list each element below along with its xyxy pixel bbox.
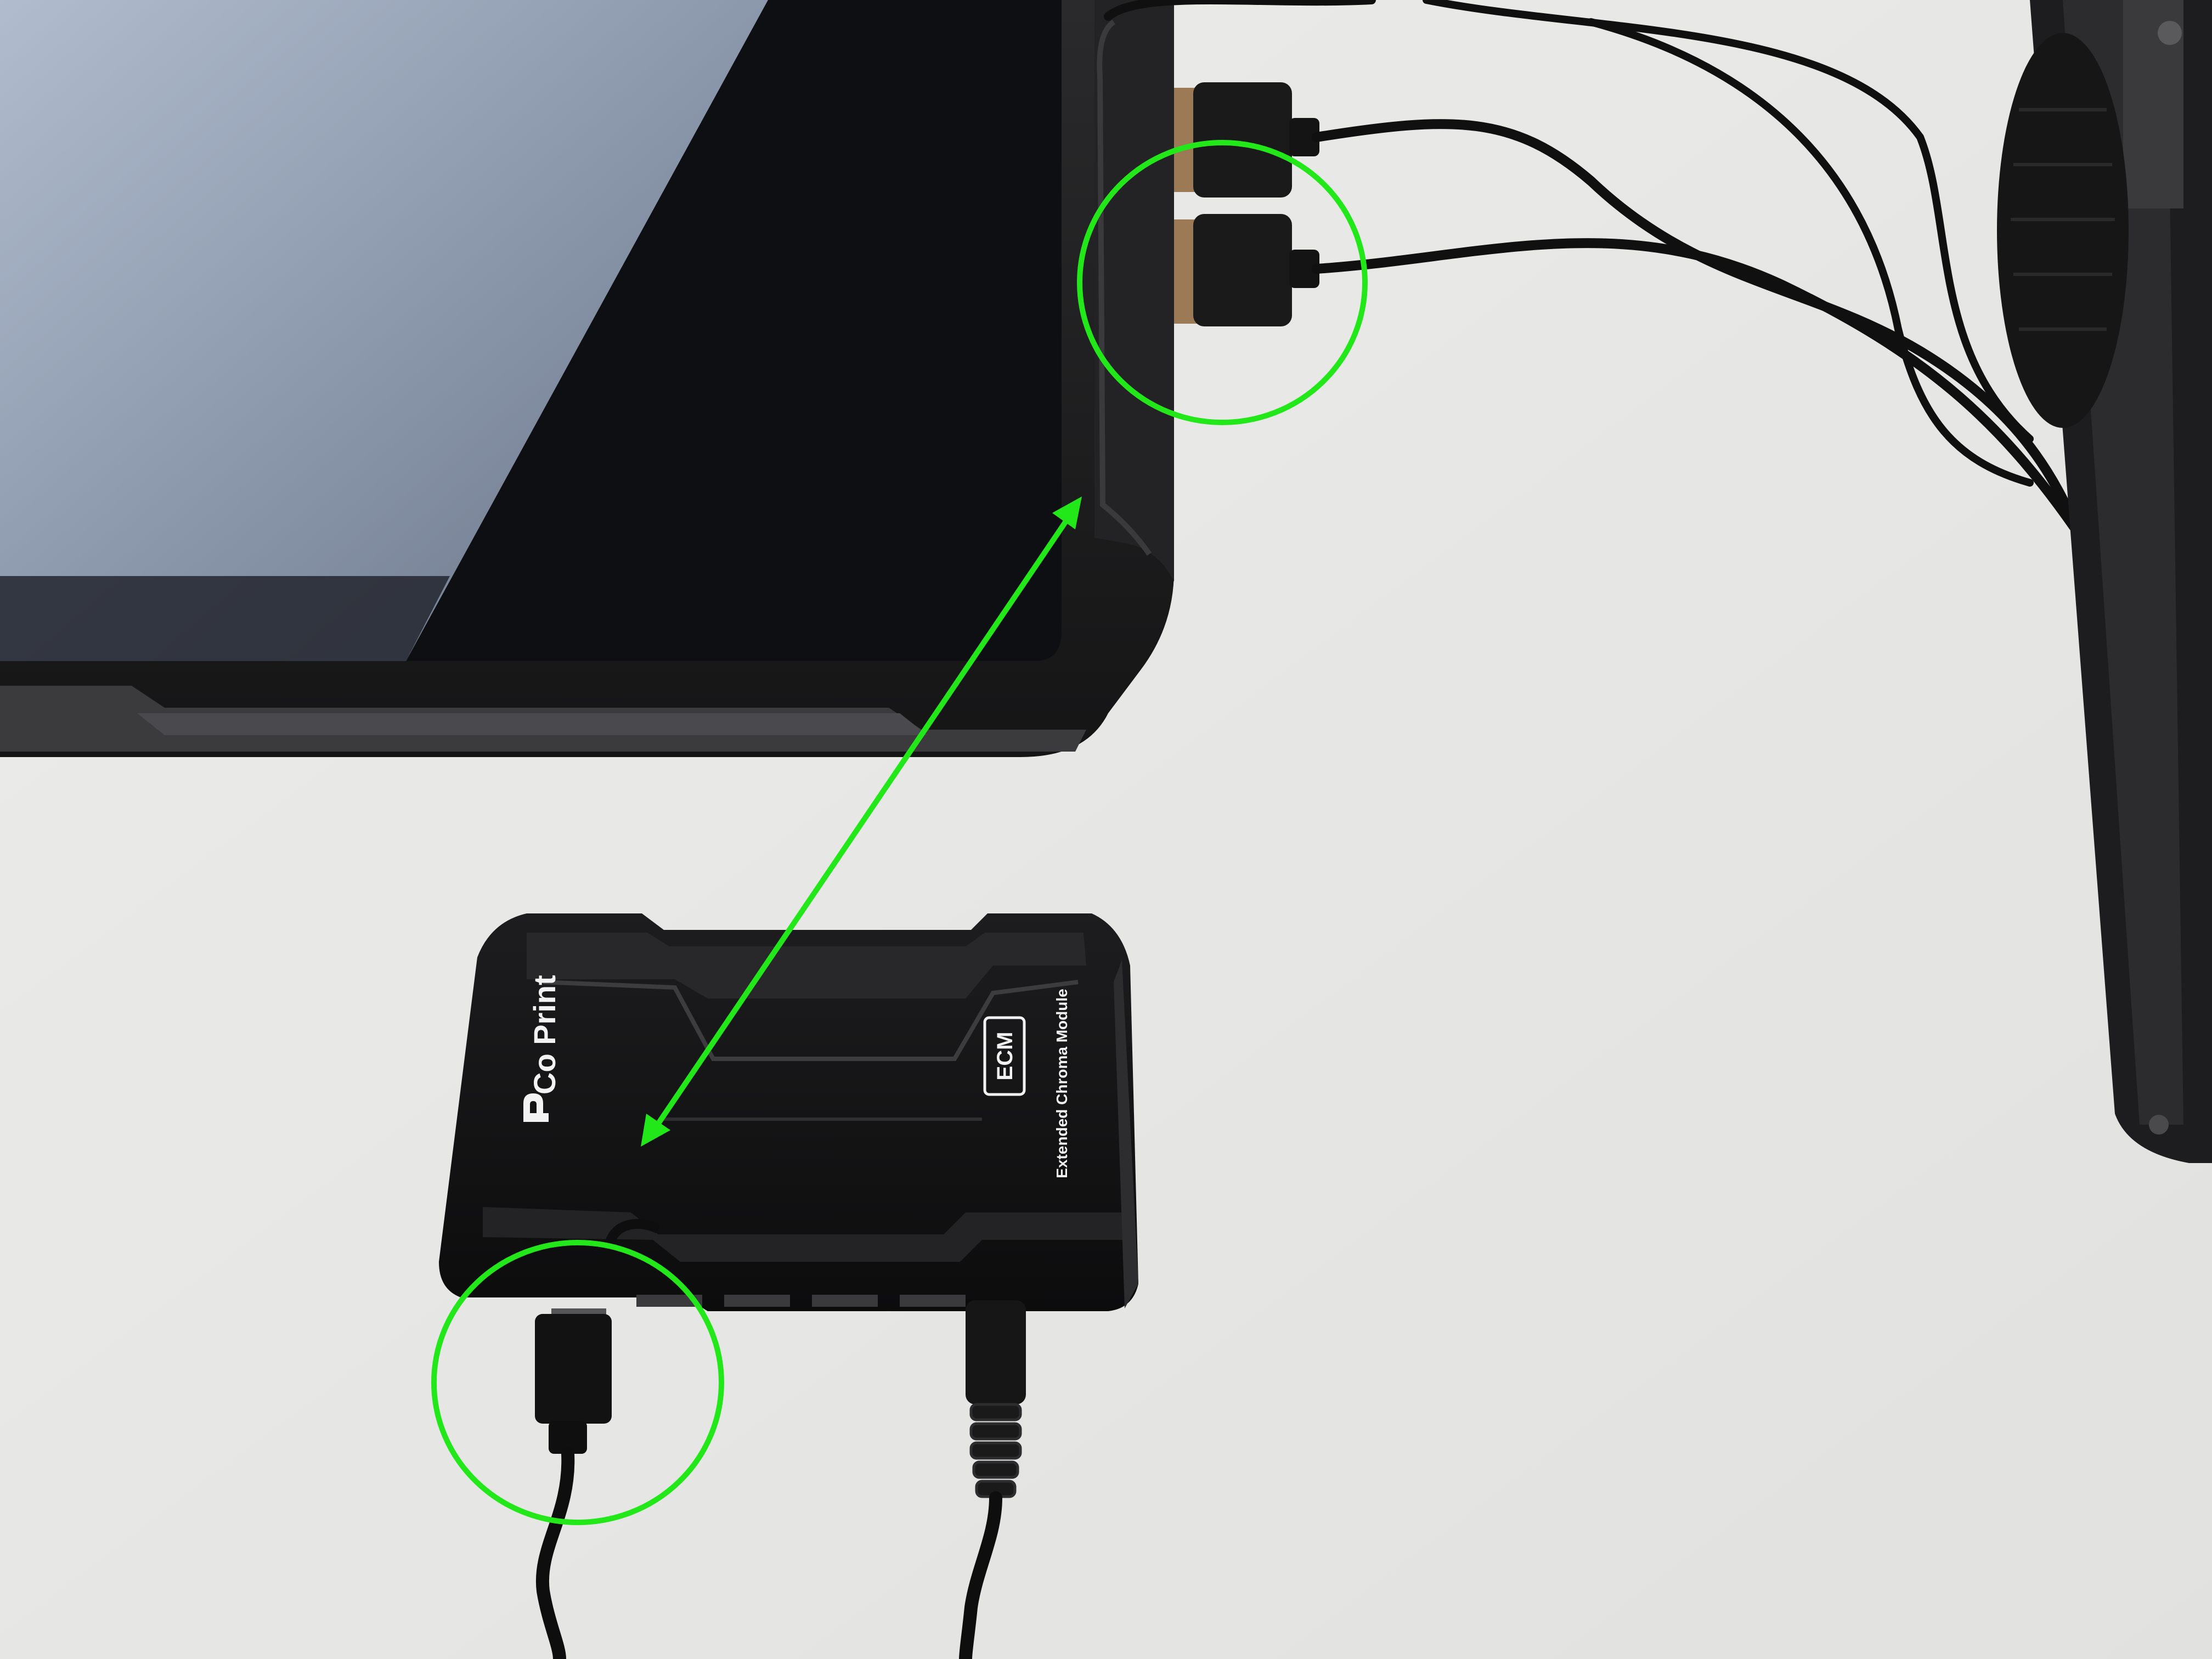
screen-glare-edge bbox=[0, 576, 450, 661]
module-subtitle-text: Extended Chroma Module bbox=[1053, 989, 1070, 1178]
arrow-head-bottom-icon bbox=[641, 1114, 670, 1147]
ecm-badge: ECM bbox=[983, 1016, 1026, 1096]
cables-top bbox=[1104, 0, 2090, 554]
usb-c-plug bbox=[535, 1314, 612, 1424]
ecm-module: Co Print ECM Extended Chroma Module bbox=[439, 913, 1138, 1311]
dc-plug-head bbox=[966, 1300, 1026, 1404]
printer-frame bbox=[1997, 0, 2212, 1163]
bezel-side-rail bbox=[1094, 0, 1174, 582]
printer-mesh-sleeve bbox=[1997, 33, 2129, 428]
bezel-stripe-highlight bbox=[137, 713, 927, 735]
module-badge-text: ECM bbox=[993, 1032, 1017, 1081]
usb-plug-bottom bbox=[1193, 214, 1292, 326]
module-facet-lower bbox=[483, 1207, 1127, 1262]
connection-arrow-line bbox=[647, 506, 1078, 1137]
touchscreen-device bbox=[0, 0, 1174, 757]
highlight-circle-usb-c bbox=[431, 1240, 724, 1525]
module-body bbox=[439, 913, 1138, 1311]
coprint-logo-icon bbox=[523, 1093, 549, 1122]
usb-c-cable bbox=[535, 1218, 661, 1659]
dc-power-cable bbox=[959, 1300, 1026, 1659]
annotation-overlay bbox=[431, 140, 1368, 1525]
usb-plug-top bbox=[1193, 82, 1292, 198]
highlight-circle-screen-ports bbox=[1077, 140, 1368, 425]
bezel-side-groove bbox=[1097, 19, 1152, 556]
screen-usb-connectors bbox=[1174, 82, 1319, 326]
connection-arrow-heads bbox=[641, 496, 1082, 1147]
module-vents bbox=[636, 1295, 966, 1307]
module-facet-top bbox=[527, 933, 1086, 998]
screen-glare bbox=[0, 0, 768, 661]
module-brand-text: Co Print bbox=[527, 975, 562, 1094]
arrow-head-top-icon bbox=[1052, 496, 1082, 529]
module-facet-ridge bbox=[543, 980, 1079, 1061]
